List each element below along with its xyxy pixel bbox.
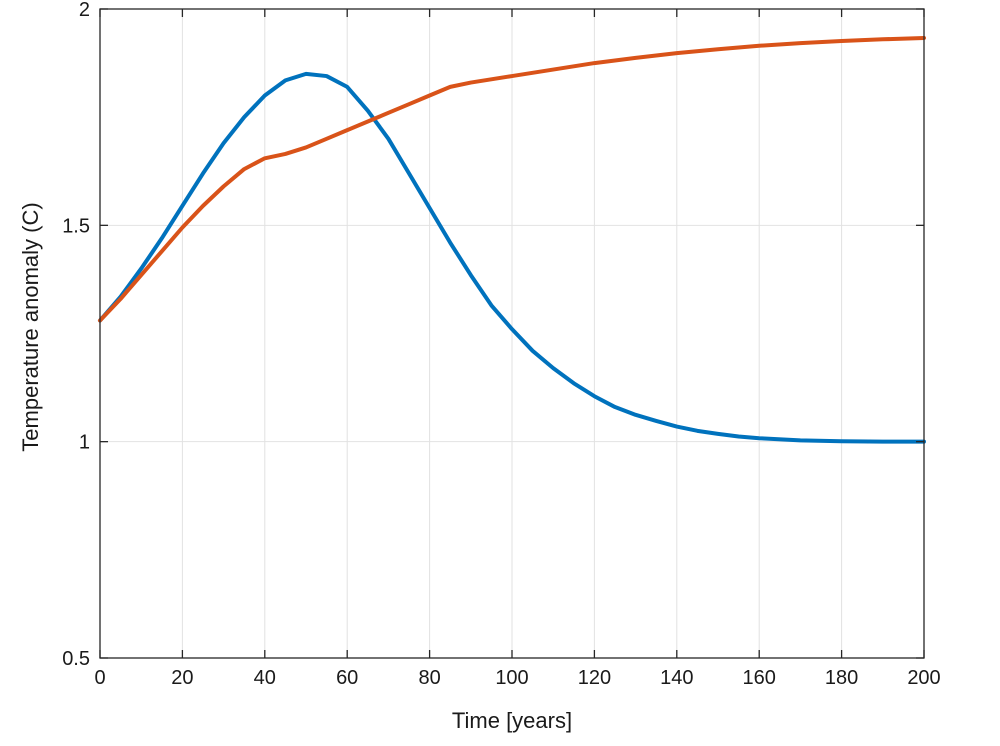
x-tick-label: 200 — [907, 667, 940, 689]
x-tick-labels: 0 20 40 60 80 100 120 140 160 180 200 — [94, 667, 940, 689]
x-tick-label: 60 — [336, 667, 358, 689]
y-tick-label: 2 — [79, 0, 90, 21]
x-tick-label: 180 — [825, 667, 858, 689]
x-tick-label: 80 — [418, 667, 440, 689]
grid — [100, 9, 924, 658]
series-group — [98, 35, 926, 444]
x-tick-label: 140 — [660, 667, 693, 689]
y-axis-label: Temperature anomaly (C) — [18, 202, 43, 451]
x-tick-label: 0 — [94, 667, 105, 689]
y-tick-label: 1.5 — [62, 215, 90, 237]
series-line-1 — [98, 71, 926, 444]
x-tick-label: 120 — [578, 667, 611, 689]
x-tick-label: 100 — [495, 667, 528, 689]
y-tick-label: 0.5 — [62, 648, 90, 670]
axes — [99, 8, 925, 659]
x-tick-label: 20 — [171, 667, 193, 689]
series-line-2 — [98, 35, 926, 323]
y-tick-label: 1 — [79, 432, 90, 454]
y-tick-labels: 0.5 1 1.5 2 — [62, 0, 90, 670]
x-tick-label: 160 — [743, 667, 776, 689]
x-axis-label: Time [years] — [452, 708, 572, 733]
x-tick-label: 40 — [254, 667, 276, 689]
